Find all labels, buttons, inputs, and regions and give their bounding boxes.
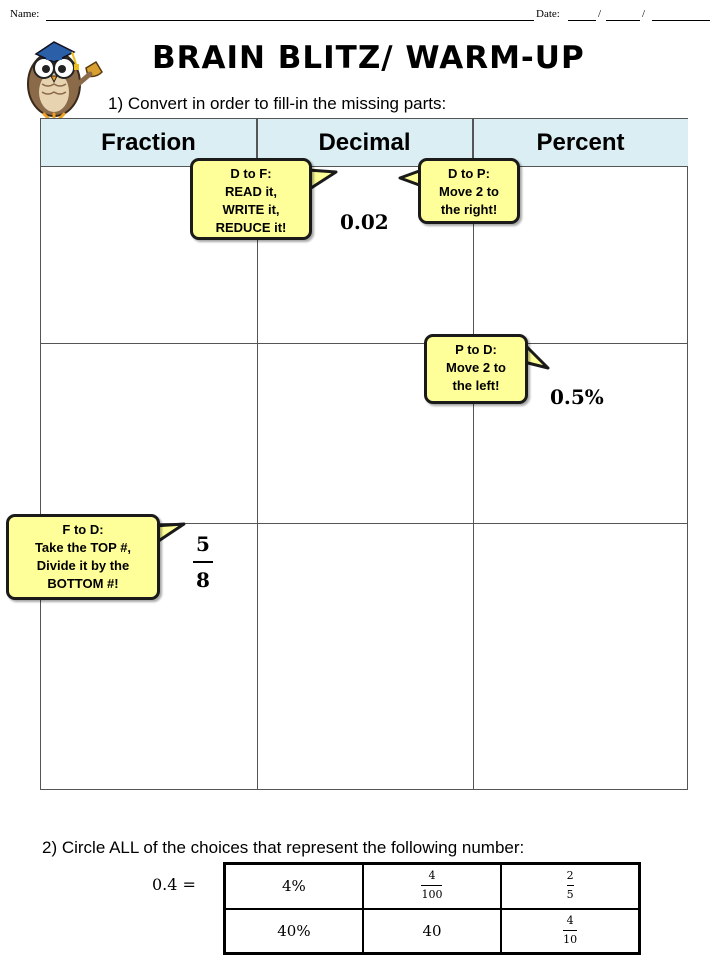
bubble-line: BOTTOM #! <box>47 576 119 591</box>
choice-numerator: 4 <box>428 869 436 883</box>
choice-fraction: 4 100 <box>421 869 443 902</box>
given-decimal-value: 0.02 <box>340 210 389 234</box>
row-divider <box>41 523 687 524</box>
choice-4-over-100[interactable]: 4 100 <box>361 862 503 910</box>
choice-text: 40 <box>422 921 442 940</box>
fraction-numerator: 5 <box>196 532 210 556</box>
given-percent-value: 0.5% <box>550 385 604 409</box>
choice-40[interactable]: 40 <box>361 907 503 955</box>
bubble-line: Move 2 to <box>446 360 506 375</box>
date-year-field[interactable] <box>652 20 710 21</box>
bubble-tail <box>303 168 338 192</box>
choice-2-over-5[interactable]: 2 5 <box>500 862 641 910</box>
fraction-bar <box>563 929 578 931</box>
owl-teacher-icon <box>27 41 103 120</box>
name-field[interactable] <box>46 20 534 21</box>
choice-numerator: 4 <box>566 913 574 927</box>
column-divider <box>473 119 474 789</box>
bubble-line: Move 2 to <box>439 184 499 199</box>
tip-bubble-f-to-d: F to D: Take the TOP #, Divide it by the… <box>6 514 160 600</box>
choice-denominator: 100 <box>421 888 443 902</box>
bubble-line: the left! <box>452 378 500 393</box>
fraction-denominator: 8 <box>196 568 210 592</box>
choice-fraction: 4 10 <box>563 913 578 946</box>
date-separator: / <box>598 8 602 20</box>
choice-text: 4% <box>282 877 306 896</box>
bubble-line: WRITE it, <box>222 202 280 217</box>
choice-40-percent[interactable]: 40% <box>223 907 364 955</box>
date-month-field[interactable] <box>568 20 596 21</box>
choice-fraction: 2 5 <box>566 869 574 902</box>
bubble-line: REDUCE it! <box>215 220 287 235</box>
fraction-bar <box>193 561 213 563</box>
bubble-line: D to F: <box>230 166 272 181</box>
question-2-prompt: 2) Circle ALL of the choices that repres… <box>42 838 525 857</box>
bubble-line: the right! <box>440 202 498 217</box>
column-divider <box>257 119 258 789</box>
choices-table: 4% 4 100 2 5 40% 40 4 10 <box>223 862 641 955</box>
target-number: 0.4 = <box>152 875 196 894</box>
tip-bubble-p-to-d: P to D: Move 2 to the left! <box>424 334 528 404</box>
choice-4-over-10[interactable]: 4 10 <box>500 907 641 955</box>
conversion-table: Fraction Decimal Percent <box>40 118 688 790</box>
name-label: Name: <box>10 8 40 20</box>
date-separator: / <box>642 8 646 20</box>
fraction-bar <box>421 885 443 887</box>
choice-4-percent[interactable]: 4% <box>223 862 364 910</box>
row-divider <box>41 343 687 344</box>
choice-denominator: 10 <box>563 932 578 946</box>
date-label: Date: <box>536 8 560 20</box>
given-fraction-value: 5 8 <box>191 532 215 592</box>
choice-denominator: 5 <box>566 888 574 902</box>
bubble-line: READ it, <box>225 184 277 199</box>
bubble-line: Take the TOP #, <box>34 540 132 555</box>
name-date-line: Name: Date: / / <box>10 8 710 22</box>
tip-bubble-d-to-p: D to P: Move 2 to the right! <box>418 158 520 224</box>
bubble-line: D to P: <box>448 166 490 181</box>
bubble-line: Divide it by the <box>36 558 130 573</box>
choice-text: 40% <box>277 921 311 940</box>
date-day-field[interactable] <box>606 20 640 21</box>
fraction-bar <box>566 885 574 887</box>
tip-bubble-d-to-f: D to F: READ it, WRITE it, REDUCE it! <box>190 158 312 240</box>
bubble-line: F to D: <box>62 522 104 537</box>
page-title: Brain Blitz/ Warm-Up <box>152 40 585 76</box>
question-1-prompt: 1) Convert in order to fill-in the missi… <box>108 94 447 113</box>
choice-numerator: 2 <box>566 869 574 883</box>
bubble-line: P to D: <box>455 342 497 357</box>
